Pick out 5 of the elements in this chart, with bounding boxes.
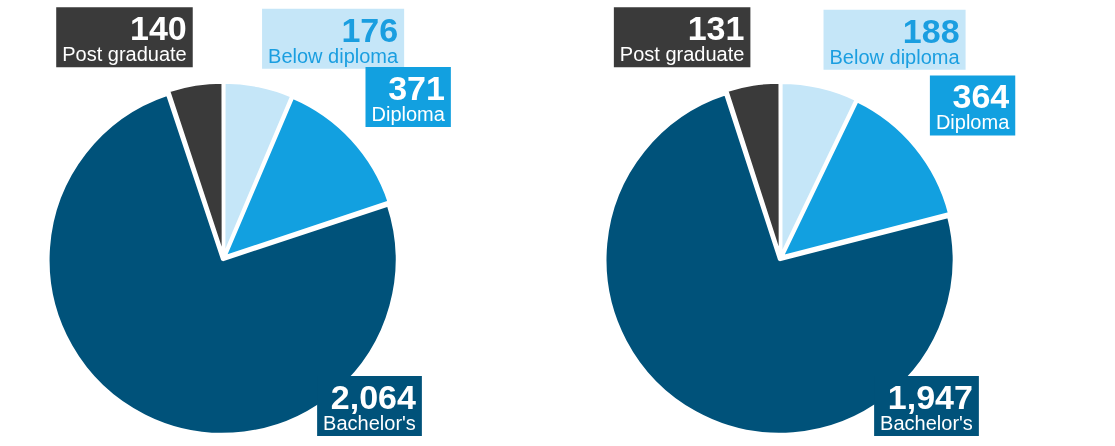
data-label: 1,947: [887, 378, 973, 416]
slice-label: Diploma: [935, 111, 1011, 134]
slice-label: Post graduate: [619, 43, 745, 66]
data-label: 2,064: [330, 378, 416, 416]
slice-label: Post graduate: [62, 43, 187, 66]
